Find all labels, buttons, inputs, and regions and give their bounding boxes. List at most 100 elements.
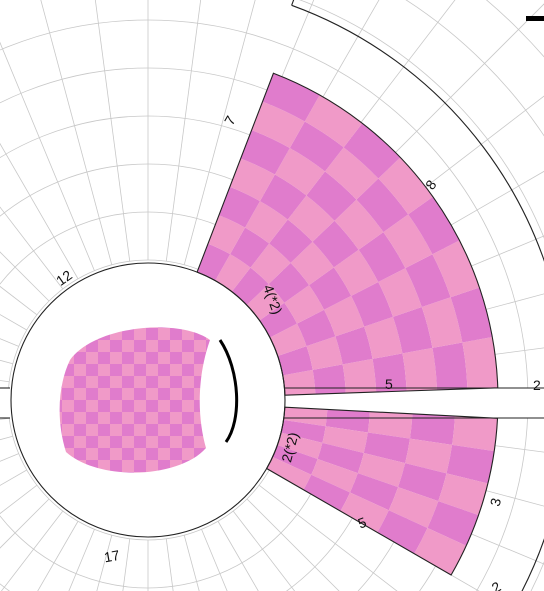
checker-cell xyxy=(269,323,307,356)
patch-cell xyxy=(182,400,194,412)
patch-cell xyxy=(158,364,170,376)
patch-cell xyxy=(182,424,194,436)
checker-cell xyxy=(333,249,379,296)
patch-cell xyxy=(158,400,170,412)
checker-cell xyxy=(229,158,275,202)
checker-cell xyxy=(364,316,403,359)
checker-cell xyxy=(230,227,270,268)
patch-cell xyxy=(98,364,110,376)
patch-cell xyxy=(110,460,122,472)
patch-cell xyxy=(170,400,182,412)
grid-ray xyxy=(0,469,27,486)
checker-cell xyxy=(378,157,433,215)
patch-cell xyxy=(122,340,134,352)
patch-cell xyxy=(134,340,146,352)
checker-cell xyxy=(432,240,480,298)
patch-cell xyxy=(170,388,182,400)
patch-cell xyxy=(194,340,206,352)
grid-ray xyxy=(0,380,10,383)
grid-ray xyxy=(0,435,13,441)
lower-checker-sector xyxy=(266,407,498,575)
checker-cell xyxy=(377,510,428,554)
patch-cell xyxy=(98,448,110,460)
patch-cell xyxy=(146,340,158,352)
checker-cell xyxy=(287,195,335,242)
checker-cell xyxy=(311,459,358,493)
grid-ray xyxy=(165,0,202,262)
checker-cell xyxy=(284,285,325,324)
patch-cell xyxy=(110,412,122,424)
checker-cell xyxy=(343,123,401,179)
checker-cell xyxy=(231,267,269,306)
checker-cell xyxy=(452,416,498,452)
patch-cell xyxy=(122,364,134,376)
checker-cell xyxy=(405,438,453,474)
checker-cell xyxy=(446,444,495,484)
checker-cell xyxy=(350,473,399,511)
patch-cell xyxy=(110,436,122,448)
checker-cell xyxy=(324,295,365,337)
patch-cell xyxy=(134,436,146,448)
patch-cell xyxy=(158,448,170,460)
patch-cell xyxy=(110,340,122,352)
patch-cell xyxy=(98,352,110,364)
label-bottom-left: 17 xyxy=(103,547,121,565)
patch-cell xyxy=(134,400,146,412)
patch-cell xyxy=(122,412,134,424)
checker-cell xyxy=(303,474,351,512)
patch-cell xyxy=(146,388,158,400)
patch-cell xyxy=(98,400,110,412)
patch-cell xyxy=(62,376,74,388)
checker-cell xyxy=(309,267,352,310)
patch-cell xyxy=(86,412,98,424)
patch-cell xyxy=(122,328,134,340)
patch-cell xyxy=(170,448,182,460)
patch-cell xyxy=(59,412,62,424)
inner-circle xyxy=(10,262,286,538)
patch-cell xyxy=(62,436,74,448)
grid-ray xyxy=(258,484,398,591)
checker-cell xyxy=(427,501,479,546)
checker-cell xyxy=(325,147,379,200)
patch-cell xyxy=(134,376,146,388)
checker-cell xyxy=(197,243,231,281)
label-upper-corner-left: 7 xyxy=(221,113,239,128)
patch-cell xyxy=(86,400,98,412)
patch-cell xyxy=(146,460,158,472)
patch-cell xyxy=(134,412,146,424)
checker-cell xyxy=(462,336,498,389)
patch-edge-mark xyxy=(218,339,239,443)
patch-cell xyxy=(74,352,86,364)
patch-cell xyxy=(86,424,98,436)
patch-cell xyxy=(110,388,122,400)
patch-cell xyxy=(134,352,146,364)
checker-cell xyxy=(246,283,285,321)
checker-cell xyxy=(409,413,455,445)
checker-cell xyxy=(251,101,305,149)
checker-cell xyxy=(281,420,326,443)
checker-cell xyxy=(240,130,290,175)
patch-cell xyxy=(86,436,98,448)
patch-cell xyxy=(74,436,86,448)
patch-cell xyxy=(122,376,134,388)
patch-cell xyxy=(206,340,211,352)
checker-cell xyxy=(388,487,439,528)
checker-cell xyxy=(340,492,389,533)
checker-cell xyxy=(274,148,326,196)
patch-cell xyxy=(98,340,110,352)
grid-ray xyxy=(0,314,27,331)
checker-cell xyxy=(322,426,368,453)
patch-cell xyxy=(182,376,194,388)
patch-cell xyxy=(158,327,170,328)
checker-cell xyxy=(372,353,407,393)
patch-cell xyxy=(158,412,170,424)
checker-cell xyxy=(259,302,298,338)
checker-cell xyxy=(378,268,422,317)
patch-cell xyxy=(194,352,206,364)
checker-cell xyxy=(335,326,373,365)
checker-cell xyxy=(268,262,310,303)
checker-cell xyxy=(414,527,467,575)
checker-cell xyxy=(402,347,437,391)
checker-cell xyxy=(363,432,410,464)
checker-cell xyxy=(269,219,313,263)
